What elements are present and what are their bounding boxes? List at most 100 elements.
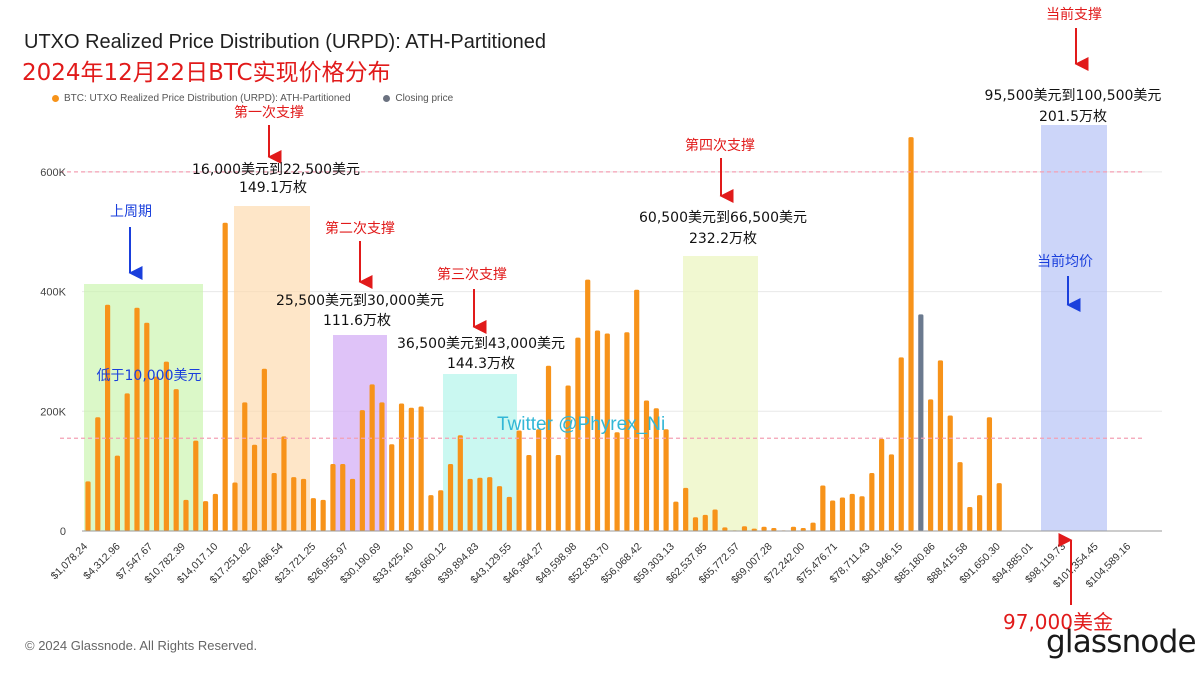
distribution-bar[interactable] [516,430,522,531]
distribution-bar[interactable] [232,482,238,531]
distribution-bar[interactable] [879,438,885,531]
distribution-bar[interactable] [124,393,130,531]
distribution-bar[interactable] [202,501,209,531]
distribution-bar[interactable] [957,462,963,531]
distribution-bar[interactable] [771,528,777,531]
distribution-bar[interactable] [496,486,503,531]
distribution-bar[interactable] [163,361,169,531]
distribution-bar[interactable] [888,454,895,531]
distribution-bar[interactable] [585,279,591,531]
distribution-bar[interactable] [506,496,512,531]
distribution-bar[interactable] [575,337,581,531]
distribution-bar[interactable] [477,477,483,531]
distribution-bar[interactable] [977,495,983,531]
distribution-bar[interactable] [545,365,552,531]
cycle-range: 低于10,000美元 [97,368,202,384]
distribution-bar[interactable] [800,528,806,531]
distribution-bar[interactable] [643,400,650,531]
distribution-bar[interactable] [320,499,326,531]
distribution-bar[interactable] [722,527,728,531]
distribution-bar[interactable] [898,357,904,531]
distribution-bar[interactable] [418,406,424,531]
distribution-bar[interactable] [212,493,218,531]
distribution-bar[interactable] [536,429,542,531]
distribution-bar[interactable] [839,497,846,531]
distribution-bar[interactable] [761,526,767,531]
distribution-bar[interactable] [95,417,101,531]
distribution-bar[interactable] [251,444,258,531]
distribution-bar[interactable] [526,454,532,531]
distribution-bar[interactable] [369,384,375,531]
distribution-bar[interactable] [173,389,179,531]
distribution-bar[interactable] [712,509,718,531]
region-current-support [1041,125,1107,531]
distribution-bar[interactable] [193,440,199,531]
distribution-bar[interactable] [291,477,297,531]
distribution-bar[interactable] [242,402,248,531]
distribution-bar[interactable] [653,408,659,531]
closing-price-bar[interactable] [918,314,924,531]
distribution-bar[interactable] [153,376,160,531]
distribution-bar[interactable] [261,368,267,531]
support3-label: 第三次支撑 [437,266,507,283]
distribution-bar[interactable] [702,514,708,531]
distribution-bar[interactable] [928,399,934,531]
distribution-bar[interactable] [996,483,1002,531]
distribution-bar[interactable] [467,478,473,531]
distribution-bar[interactable] [908,137,914,532]
distribution-bar[interactable] [634,289,640,531]
distribution-bar[interactable] [379,402,385,531]
chart-legend: BTC: UTXO Realized Price Distribution (U… [52,93,483,107]
distribution-bar[interactable] [144,322,150,531]
distribution-bar[interactable] [457,435,463,531]
distribution-bar[interactable] [594,330,601,531]
distribution-bar[interactable] [849,493,855,531]
distribution-bar[interactable] [810,522,816,531]
distribution-bar[interactable] [310,498,316,531]
distribution-bar[interactable] [820,485,826,531]
distribution-bar[interactable] [349,478,356,531]
distribution-bar[interactable] [447,463,454,531]
distribution-bar[interactable] [751,528,757,531]
distribution-bar[interactable] [692,517,699,531]
distribution-bar[interactable] [281,436,287,531]
distribution-bar[interactable] [741,526,748,531]
distribution-bar[interactable] [487,477,493,531]
distribution-bar[interactable] [947,415,953,531]
distribution-bar[interactable] [869,472,875,531]
distribution-bar[interactable] [986,417,993,531]
distribution-bar[interactable] [663,429,669,531]
distribution-bar[interactable] [673,501,679,531]
distribution-bar[interactable] [183,499,189,531]
distribution-bar[interactable] [330,463,336,531]
distribution-bar[interactable] [859,496,865,531]
distribution-bar[interactable] [340,463,346,531]
distribution-bar[interactable] [408,407,414,531]
legend-item-closing-price[interactable]: Closing price [383,93,453,104]
distribution-bar[interactable] [438,490,444,531]
distribution-bar[interactable] [614,432,620,531]
distribution-bar[interactable] [937,360,944,531]
support4-label: 第四次支撑 [685,137,755,154]
distribution-bar[interactable] [398,403,405,531]
distribution-bar[interactable] [105,304,111,531]
legend-item-urpd[interactable]: BTC: UTXO Realized Price Distribution (U… [52,93,351,104]
distribution-bar[interactable] [134,307,140,531]
distribution-bar[interactable] [830,500,836,531]
distribution-bar[interactable] [300,478,307,531]
distribution-bar[interactable] [565,385,571,531]
distribution-bar[interactable] [85,481,91,531]
distribution-bar[interactable] [624,332,630,531]
distribution-bar[interactable] [271,472,277,531]
current-support-amount: 201.5万枚 [1039,109,1107,125]
distribution-bar[interactable] [114,455,120,531]
distribution-bar[interactable] [604,333,610,531]
distribution-bar[interactable] [683,487,689,531]
distribution-bar[interactable] [790,526,797,531]
distribution-bar[interactable] [428,495,434,531]
distribution-bar[interactable] [389,444,395,531]
distribution-bar[interactable] [222,222,228,531]
distribution-bar[interactable] [967,507,973,531]
distribution-bar[interactable] [555,454,561,531]
distribution-bar[interactable] [359,410,365,531]
